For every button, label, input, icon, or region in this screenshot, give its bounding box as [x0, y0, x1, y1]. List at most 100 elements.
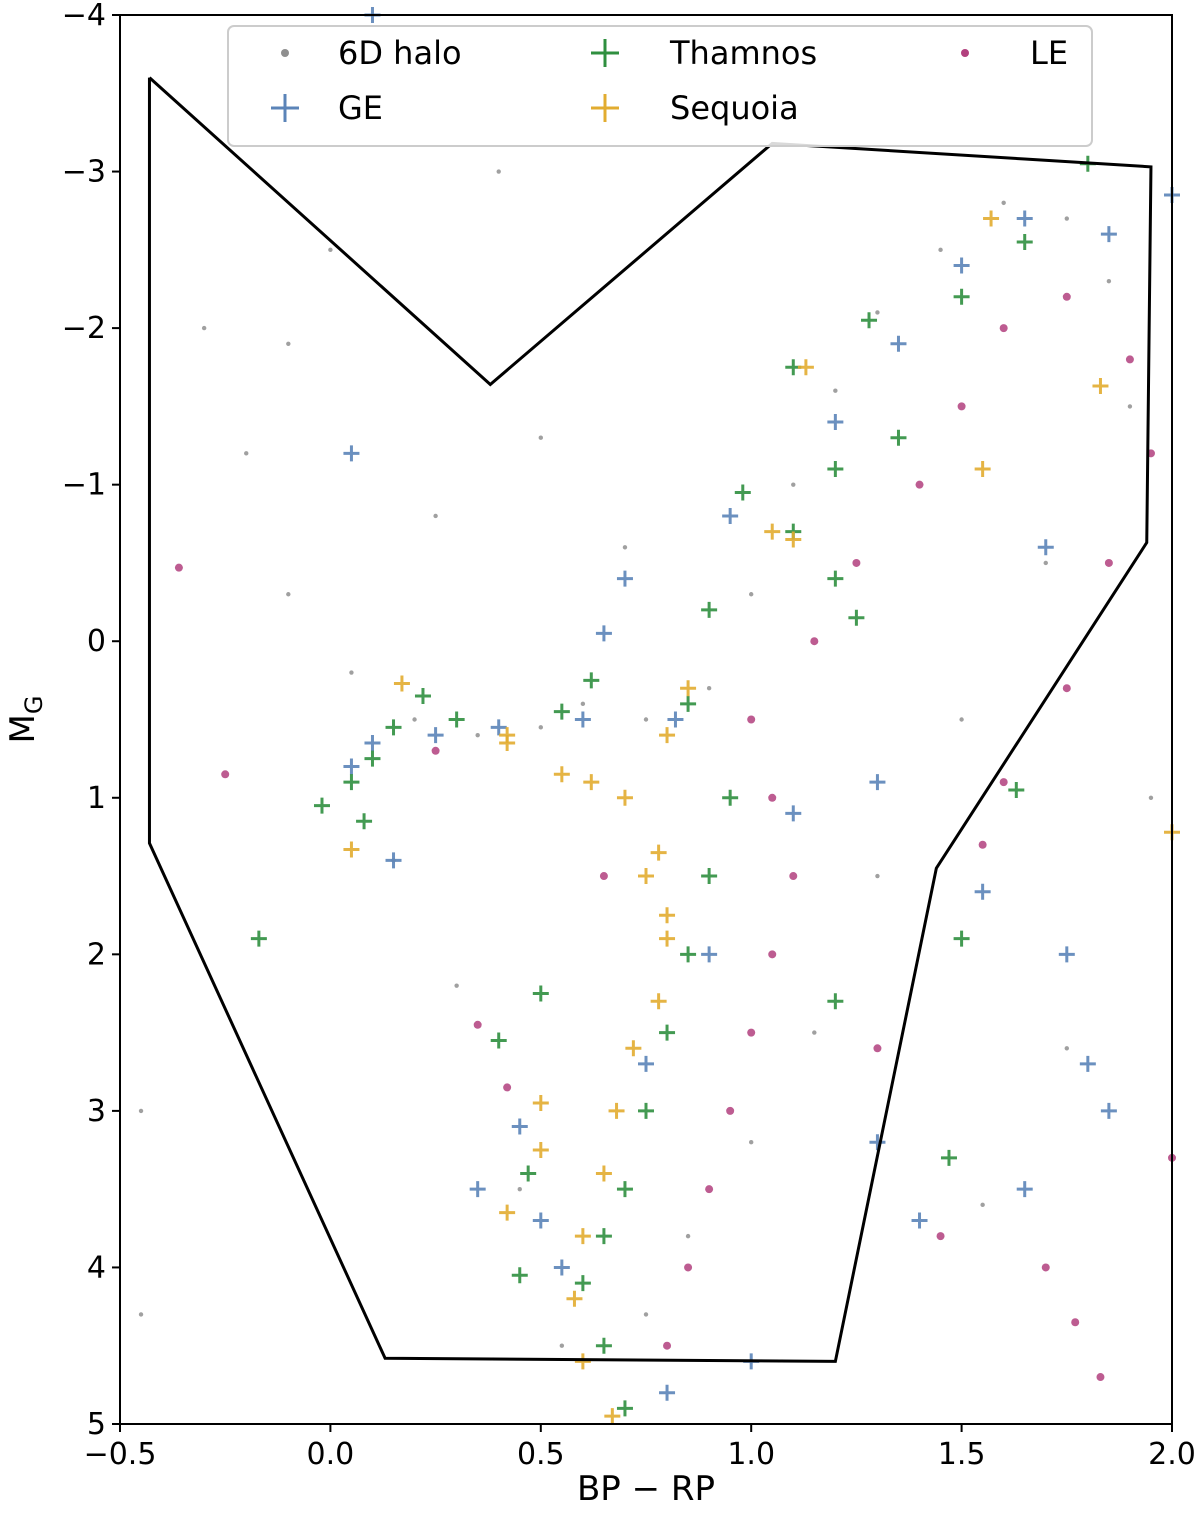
data-point [936, 1232, 945, 1241]
data-point [667, 711, 684, 728]
data-point [1064, 1046, 1070, 1051]
data-point [1016, 1181, 1033, 1198]
data-point [583, 774, 600, 791]
x-tick-label: 0.5 [517, 1437, 565, 1472]
y-tick-label: −1 [62, 468, 106, 503]
legend-label: Thamnos [669, 34, 817, 72]
data-point [791, 482, 796, 487]
data-point [747, 715, 756, 724]
data-point [343, 841, 360, 858]
data-point [705, 1185, 714, 1194]
data-point [427, 727, 444, 744]
legend-marker [591, 39, 619, 67]
data-point [138, 1312, 144, 1317]
data-point [616, 570, 633, 587]
selection-polygon-layer [147, 76, 1153, 1363]
data-point [789, 872, 798, 881]
data-point [250, 930, 267, 947]
data-point [201, 325, 207, 331]
data-point [957, 402, 966, 411]
x-tick-label: 2.0 [1148, 1437, 1196, 1472]
data-point [599, 872, 608, 881]
data-point [343, 774, 360, 791]
data-point [1001, 200, 1006, 206]
data-point [574, 1275, 591, 1292]
data-point [490, 1032, 507, 1049]
data-point [553, 1259, 570, 1276]
legend-marker [271, 94, 299, 122]
data-point [625, 1040, 642, 1057]
data-point [595, 625, 612, 642]
data-point [174, 563, 183, 572]
data-point [940, 1149, 957, 1166]
data-point [953, 257, 970, 274]
data-point [433, 513, 438, 519]
data-point [701, 946, 718, 963]
data-point [385, 719, 402, 736]
data-point [511, 1118, 528, 1135]
legend-label: Sequoia [670, 89, 799, 127]
legend-marker [281, 49, 289, 57]
data-point [768, 950, 777, 959]
x-tick-label: 0.0 [307, 1437, 355, 1472]
data-point [685, 1233, 691, 1239]
data-point [454, 983, 459, 988]
data-point [722, 507, 739, 524]
x-tick-label: 1.0 [727, 1437, 775, 1472]
data-point [622, 545, 628, 550]
x-tick-label: −0.5 [84, 1437, 157, 1472]
data-point [680, 946, 697, 963]
data-point [343, 758, 360, 775]
data-point [503, 1083, 512, 1092]
data-point [890, 335, 907, 352]
data-point [364, 750, 381, 767]
data-point [978, 840, 987, 849]
data-point [827, 461, 844, 478]
data-point [490, 719, 507, 736]
y-tick-label: 0 [87, 624, 106, 659]
data-point [875, 873, 880, 879]
data-point [1008, 781, 1025, 798]
data-point [1092, 378, 1109, 395]
data-point [749, 1140, 754, 1145]
data-point [974, 883, 991, 900]
data-point [861, 312, 878, 329]
data-point [999, 324, 1008, 333]
data-point [785, 531, 802, 548]
y-tick-label: 2 [87, 937, 106, 972]
data-point [138, 1108, 144, 1114]
y-axis-label-main: M [3, 714, 43, 743]
data-point [810, 637, 819, 646]
data-point [566, 1290, 583, 1307]
data-point [734, 484, 751, 501]
data-point [680, 680, 697, 697]
data-points-layer [138, 7, 1180, 1425]
data-point [938, 247, 943, 253]
data-point [974, 461, 991, 478]
data-point [574, 1228, 591, 1245]
data-point [431, 746, 440, 755]
data-point [313, 797, 330, 814]
data-point [812, 1030, 817, 1035]
y-tick-label: −3 [62, 155, 106, 190]
data-point [580, 701, 586, 707]
data-point [827, 570, 844, 587]
data-point [532, 1095, 549, 1112]
data-point [869, 1134, 886, 1151]
data-point [574, 1353, 591, 1370]
data-point [848, 609, 865, 626]
data-point [663, 1341, 672, 1350]
data-point [1037, 539, 1054, 556]
data-point [1104, 558, 1113, 567]
data-point [915, 480, 924, 489]
data-point [356, 813, 373, 830]
data-point [659, 727, 676, 744]
y-tick-label: 5 [87, 1407, 106, 1442]
data-point [221, 770, 230, 779]
data-point [520, 1165, 537, 1182]
legend-label: LE [1030, 34, 1068, 72]
data-point [1100, 226, 1117, 243]
data-point [475, 732, 480, 738]
data-point [414, 688, 431, 705]
data-point [1064, 216, 1070, 221]
